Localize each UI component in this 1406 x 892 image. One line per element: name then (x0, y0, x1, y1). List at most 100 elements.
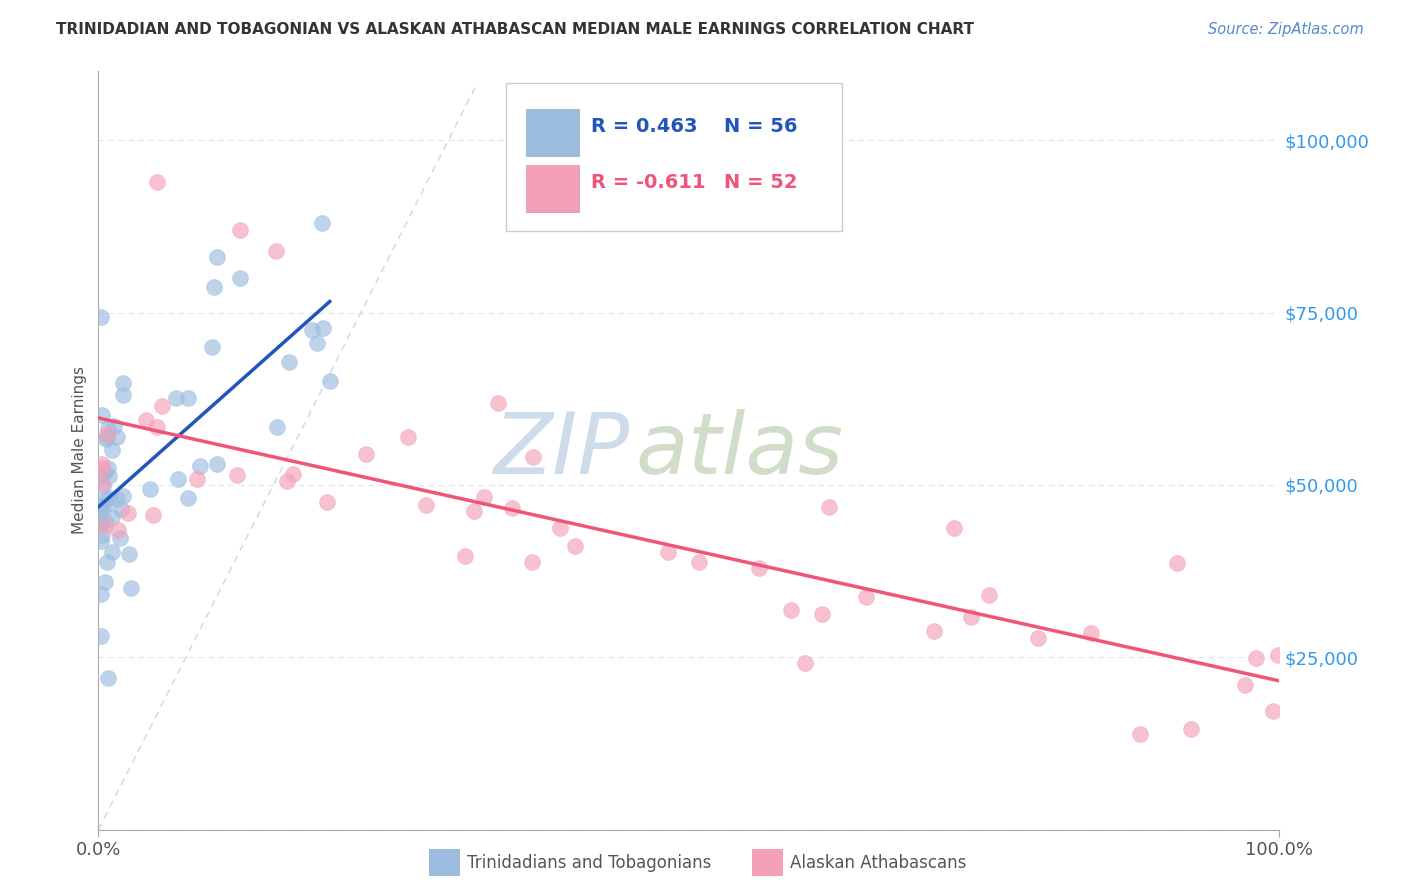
Point (977, 589, 1000, 603)
Point (229, 271, 252, 285)
Point (312, 321, 335, 335)
Point (276, 475, 298, 489)
Point (188, 459, 211, 474)
Point (166, 471, 188, 485)
Point (90, 310, 112, 324)
Point (486, 396, 509, 410)
Point (316, 494, 339, 508)
Point (105, 430, 128, 444)
Y-axis label: Median Male Earnings: Median Male Earnings (72, 367, 87, 534)
Point (96, 492, 118, 507)
Point (942, 521, 965, 535)
Point (283, 467, 305, 482)
FancyBboxPatch shape (506, 83, 842, 230)
Point (277, 355, 299, 369)
Point (97, 421, 120, 435)
Point (111, 376, 134, 390)
Point (226, 467, 249, 482)
Point (101, 509, 124, 524)
Point (90, 500, 112, 514)
Point (817, 500, 839, 514)
Point (101, 544, 124, 558)
Point (205, 251, 228, 265)
Point (110, 502, 132, 516)
Point (747, 560, 769, 574)
FancyBboxPatch shape (526, 109, 579, 156)
Point (522, 555, 544, 569)
Text: atlas: atlas (636, 409, 844, 492)
Point (780, 603, 803, 617)
Point (112, 388, 135, 402)
Point (93, 514, 115, 528)
Point (107, 523, 129, 537)
Point (150, 399, 173, 413)
Point (108, 531, 131, 545)
Point (1263, 704, 1285, 718)
Point (1166, 557, 1188, 571)
Point (811, 607, 834, 621)
Point (90, 629, 112, 643)
Text: Source: ZipAtlas.com: Source: ZipAtlas.com (1208, 22, 1364, 37)
Point (229, 223, 252, 237)
Point (90, 534, 112, 549)
Point (118, 547, 141, 561)
Point (94, 433, 117, 447)
Text: Alaskan Athabascans: Alaskan Athabascans (790, 854, 966, 871)
Point (959, 610, 981, 624)
Point (91, 461, 114, 475)
Point (91, 478, 114, 492)
Point (305, 336, 328, 351)
Point (205, 457, 228, 471)
Point (454, 549, 477, 563)
Point (657, 545, 679, 559)
Point (319, 375, 342, 389)
Point (120, 581, 142, 595)
Point (396, 430, 419, 444)
Point (1244, 650, 1267, 665)
Point (177, 391, 200, 405)
Point (101, 442, 124, 457)
Point (96, 556, 118, 570)
Point (204, 280, 226, 294)
Point (415, 498, 437, 512)
Point (91, 457, 114, 471)
Text: TRINIDADIAN AND TOBAGONIAN VS ALASKAN ATHABASCAN MEDIAN MALE EARNINGS CORRELATIO: TRINIDADIAN AND TOBAGONIAN VS ALASKAN AT… (56, 22, 974, 37)
Point (311, 216, 333, 230)
Text: N = 56: N = 56 (724, 117, 797, 136)
Point (96, 429, 118, 443)
Point (103, 418, 125, 433)
Point (117, 506, 139, 520)
Point (1026, 631, 1049, 645)
Point (1180, 722, 1202, 736)
Point (186, 473, 208, 487)
Point (564, 539, 586, 553)
Point (924, 624, 946, 638)
Text: ZIP: ZIP (494, 409, 630, 492)
Point (522, 450, 544, 464)
Point (463, 503, 485, 517)
Point (501, 501, 523, 516)
Point (90, 469, 112, 483)
Point (855, 591, 877, 605)
Point (1080, 625, 1102, 640)
Point (90, 499, 112, 513)
Point (112, 489, 135, 503)
Point (98, 469, 121, 483)
Point (266, 420, 288, 434)
Point (93, 466, 115, 480)
Text: Trinidadians and Tobagonians: Trinidadians and Tobagonians (467, 854, 711, 871)
Text: N = 52: N = 52 (724, 173, 797, 193)
Point (90, 516, 112, 531)
Point (165, 391, 187, 405)
Point (97, 491, 120, 505)
Point (301, 323, 323, 337)
Point (688, 555, 710, 569)
Point (264, 244, 287, 258)
Point (201, 340, 224, 354)
Point (146, 419, 169, 434)
Point (90, 408, 112, 422)
Point (472, 490, 495, 504)
Point (93, 500, 115, 514)
Point (142, 508, 165, 522)
Point (90, 516, 112, 531)
